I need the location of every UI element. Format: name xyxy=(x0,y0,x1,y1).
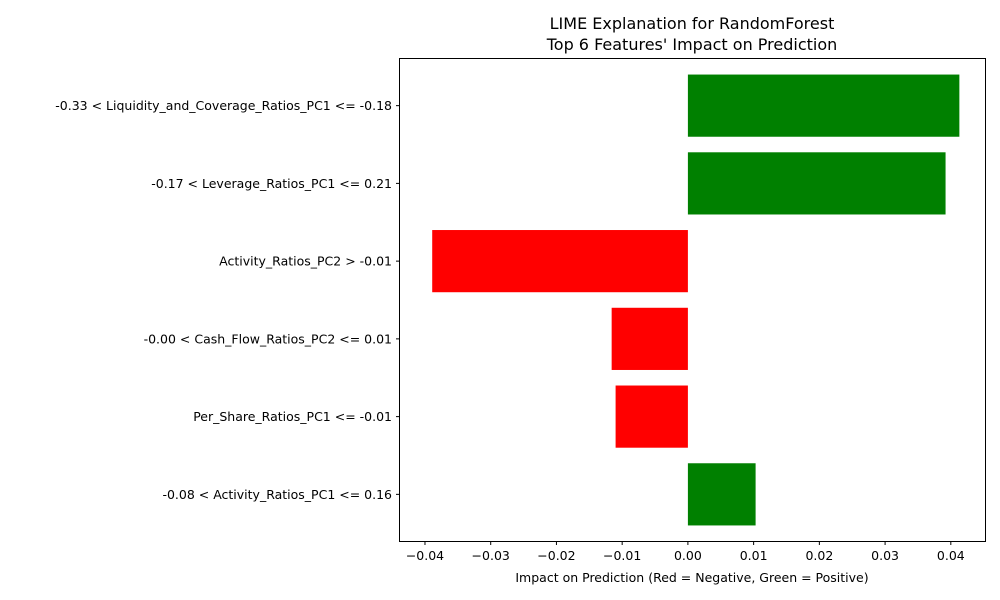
bar-1 xyxy=(687,74,960,137)
x-tick-label: 0.04 xyxy=(937,548,965,563)
bar-4 xyxy=(611,307,688,370)
bar-5 xyxy=(615,385,688,448)
x-tick-label: 0.00 xyxy=(674,548,702,563)
x-tick-label: −0.01 xyxy=(603,548,641,563)
bar-3 xyxy=(432,230,688,293)
y-tick-label: -0.17 < Leverage_Ratios_PC1 <= 0.21 xyxy=(151,176,392,191)
x-axis-label: Impact on Prediction (Red = Negative, Gr… xyxy=(515,570,868,585)
y-tick-label: Per_Share_Ratios_PC1 <= -0.01 xyxy=(193,409,392,424)
x-tick-label: −0.04 xyxy=(406,548,444,563)
bars-group xyxy=(432,74,960,526)
x-tick-label: 0.02 xyxy=(805,548,833,563)
x-axis: −0.04 −0.03 −0.02 −0.01 0.00 0.01 0.02 0.03 0.04 xyxy=(406,541,965,563)
chart-title: LIME Explanation for RandomForest xyxy=(550,14,835,33)
x-tick-label: −0.02 xyxy=(537,548,575,563)
bar-6 xyxy=(687,463,756,526)
plot-frame xyxy=(399,58,986,542)
chart-subtitle: Top 6 Features' Impact on Prediction xyxy=(546,35,838,54)
y-tick-label: -0.00 < Cash_Flow_Ratios_PC2 <= 0.01 xyxy=(144,331,392,346)
y-tick-label: -0.08 < Activity_Ratios_PC1 <= 0.16 xyxy=(162,487,392,502)
x-tick-label: 0.03 xyxy=(871,548,899,563)
x-tick-label: 0.01 xyxy=(740,548,768,563)
y-tick-label: Activity_Ratios_PC2 > -0.01 xyxy=(219,254,392,269)
bar-2 xyxy=(687,152,946,215)
y-axis: -0.33 < Liquidity_and_Coverage_Ratios_PC… xyxy=(55,98,400,502)
x-tick-label: −0.03 xyxy=(472,548,510,563)
y-tick-label: -0.33 < Liquidity_and_Coverage_Ratios_PC… xyxy=(55,98,392,113)
